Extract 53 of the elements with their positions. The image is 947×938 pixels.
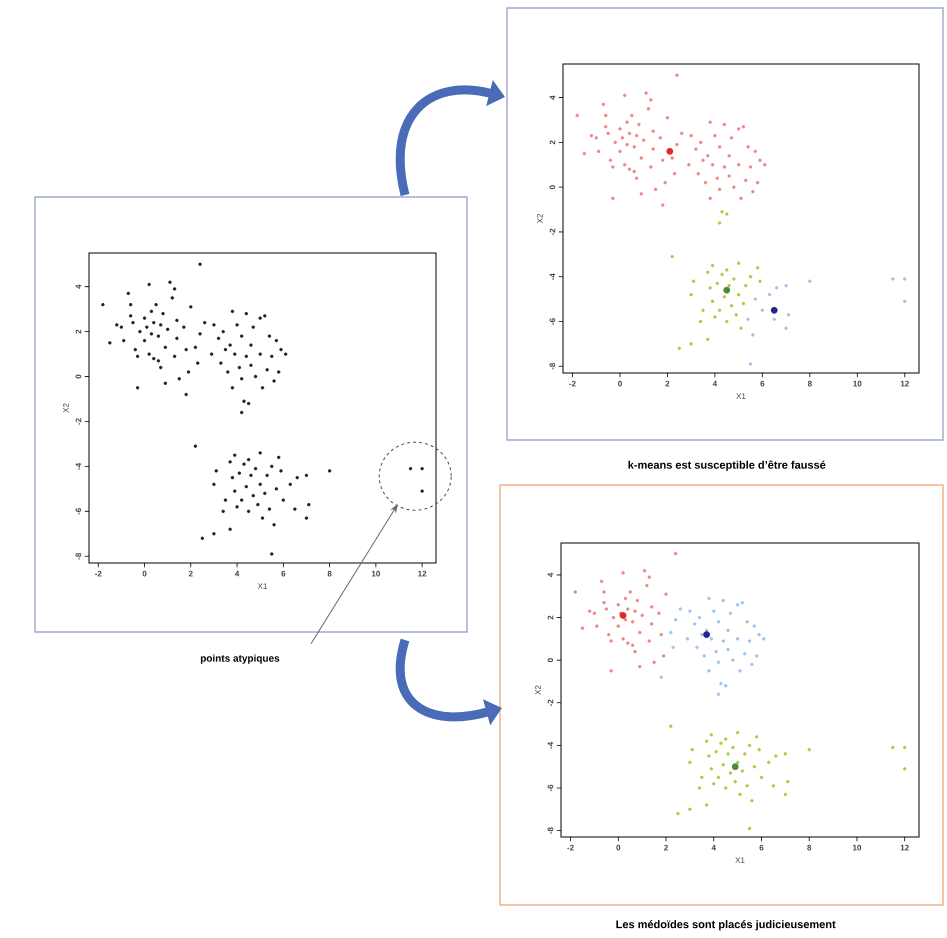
x-tick-label: 8	[808, 380, 812, 386]
x-tick-label: 2	[665, 380, 670, 386]
x-axis-title: X1	[736, 393, 746, 399]
x-tick-label: 10	[853, 844, 862, 850]
x-tick-label: -2	[95, 570, 102, 576]
x-tick-label: 6	[281, 570, 286, 576]
x-tick-label: 6	[760, 380, 764, 386]
y-tick-label: 0	[548, 658, 554, 662]
x-tick-label: 10	[853, 380, 862, 386]
y-axis-title: X2	[537, 214, 543, 224]
y-tick-label: -6	[548, 784, 554, 792]
y-tick-label: -4	[550, 273, 556, 280]
x-tick-label: -2	[569, 380, 576, 386]
x-tick-label: 12	[418, 570, 426, 576]
x-tick-label: 4	[234, 570, 240, 576]
x-tick-label: 0	[142, 570, 146, 576]
x-tick-label: 0	[618, 380, 622, 386]
y-tick-label: -6	[550, 318, 556, 325]
y-tick-label: 4	[550, 95, 556, 100]
y-tick-label: -2	[76, 418, 82, 425]
y-tick-label: -6	[76, 508, 82, 515]
y-tick-label: -4	[76, 462, 82, 470]
x-tick-label: 8	[807, 844, 812, 850]
x-tick-label: -2	[567, 844, 574, 850]
y-tick-label: -8	[548, 827, 554, 834]
y-axis-title: X2	[63, 404, 69, 413]
x-tick-label: 4	[712, 380, 718, 386]
y-tick-label: 0	[76, 374, 82, 378]
x-tick-label: 12	[900, 380, 909, 386]
y-tick-label: 2	[550, 140, 556, 144]
y-tick-label: 4	[76, 284, 82, 289]
y-tick-label: 2	[76, 330, 82, 334]
y-axis-title: X2	[535, 686, 541, 695]
x-tick-label: 4	[712, 844, 716, 850]
y-tick-label: -2	[548, 700, 554, 706]
y-tick-label: 0	[550, 185, 556, 190]
x-axis-title: X1	[735, 857, 745, 863]
x-tick-label: 8	[328, 570, 332, 576]
y-tick-label: -4	[548, 742, 554, 749]
x-tick-label: 6	[760, 844, 764, 850]
x-tick-label: 0	[616, 844, 620, 850]
x-tick-label: 10	[372, 570, 380, 576]
y-tick-label: -2	[550, 228, 556, 236]
x-tick-label: 2	[188, 570, 193, 576]
y-tick-label: -8	[76, 552, 82, 560]
text: Les médoïdes sont placés judicieusement	[616, 920, 836, 930]
text: k-means est susceptible d’être faussé	[628, 460, 826, 471]
y-tick-label: -8	[550, 362, 556, 370]
x-tick-label: 2	[664, 844, 668, 850]
text: points atypiques	[200, 654, 280, 664]
y-tick-label: 2	[548, 616, 554, 620]
x-axis-title: X1	[258, 583, 268, 589]
x-tick-label: 12	[900, 844, 909, 850]
